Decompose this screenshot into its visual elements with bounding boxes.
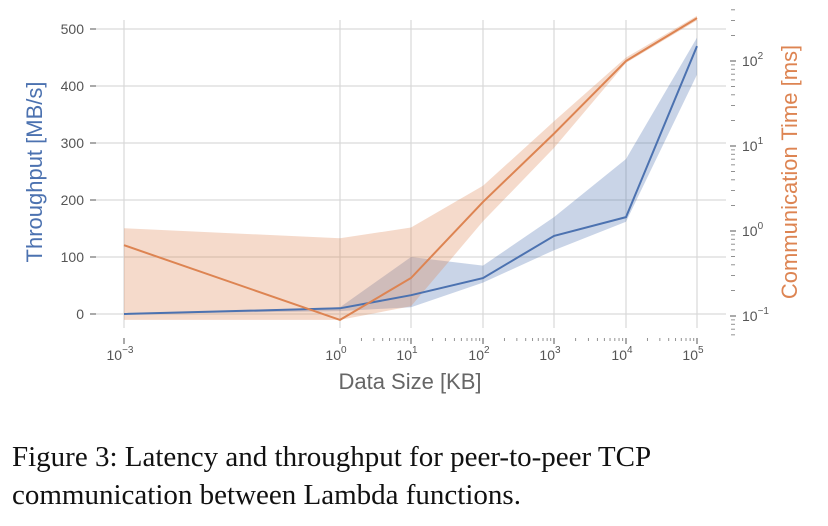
x-tick-label: 102 <box>468 345 490 363</box>
y-axis-title-left: Throughput [MB/s] <box>22 82 47 263</box>
x-tick-label: 100 <box>325 345 347 363</box>
series-line-1 <box>123 45 698 315</box>
left-tick-label: 500 <box>61 21 85 37</box>
right-tick-label: 100 <box>742 221 764 239</box>
left-tick-label: 200 <box>61 192 85 208</box>
right-tick-label: 10−1 <box>742 306 769 324</box>
y-axis-title-right: Communication Time [ms] <box>777 45 802 299</box>
series-line-2 <box>123 17 698 321</box>
x-tick-label: 104 <box>611 345 633 363</box>
left-tick-label: 400 <box>61 78 85 94</box>
figure-caption: Figure 3: Latency and throughput for pee… <box>12 441 651 511</box>
x-tick-label: 101 <box>396 345 418 363</box>
grid <box>96 20 726 328</box>
axes: 0 100 200 300 400 500 10−3 100 101 102 103 104 105 10… <box>61 9 769 363</box>
confidence-band-2 <box>124 15 697 320</box>
left-tick-label: 0 <box>76 306 84 322</box>
series-lines <box>123 17 698 321</box>
confidence-band-1 <box>124 37 697 314</box>
x-axis-title: Data Size [KB] <box>338 369 481 394</box>
right-tick-label: 102 <box>742 51 764 69</box>
chart: 0 100 200 300 400 500 10−3 100 101 102 103 104 105 10… <box>22 9 802 394</box>
x-tick-label: 10−3 <box>107 345 134 363</box>
right-tick-label: 101 <box>742 136 764 154</box>
bands <box>124 15 697 320</box>
left-tick-label: 300 <box>61 135 85 151</box>
x-tick-label: 103 <box>539 345 561 363</box>
left-tick-label: 100 <box>61 249 85 265</box>
x-tick-label: 105 <box>682 345 704 363</box>
